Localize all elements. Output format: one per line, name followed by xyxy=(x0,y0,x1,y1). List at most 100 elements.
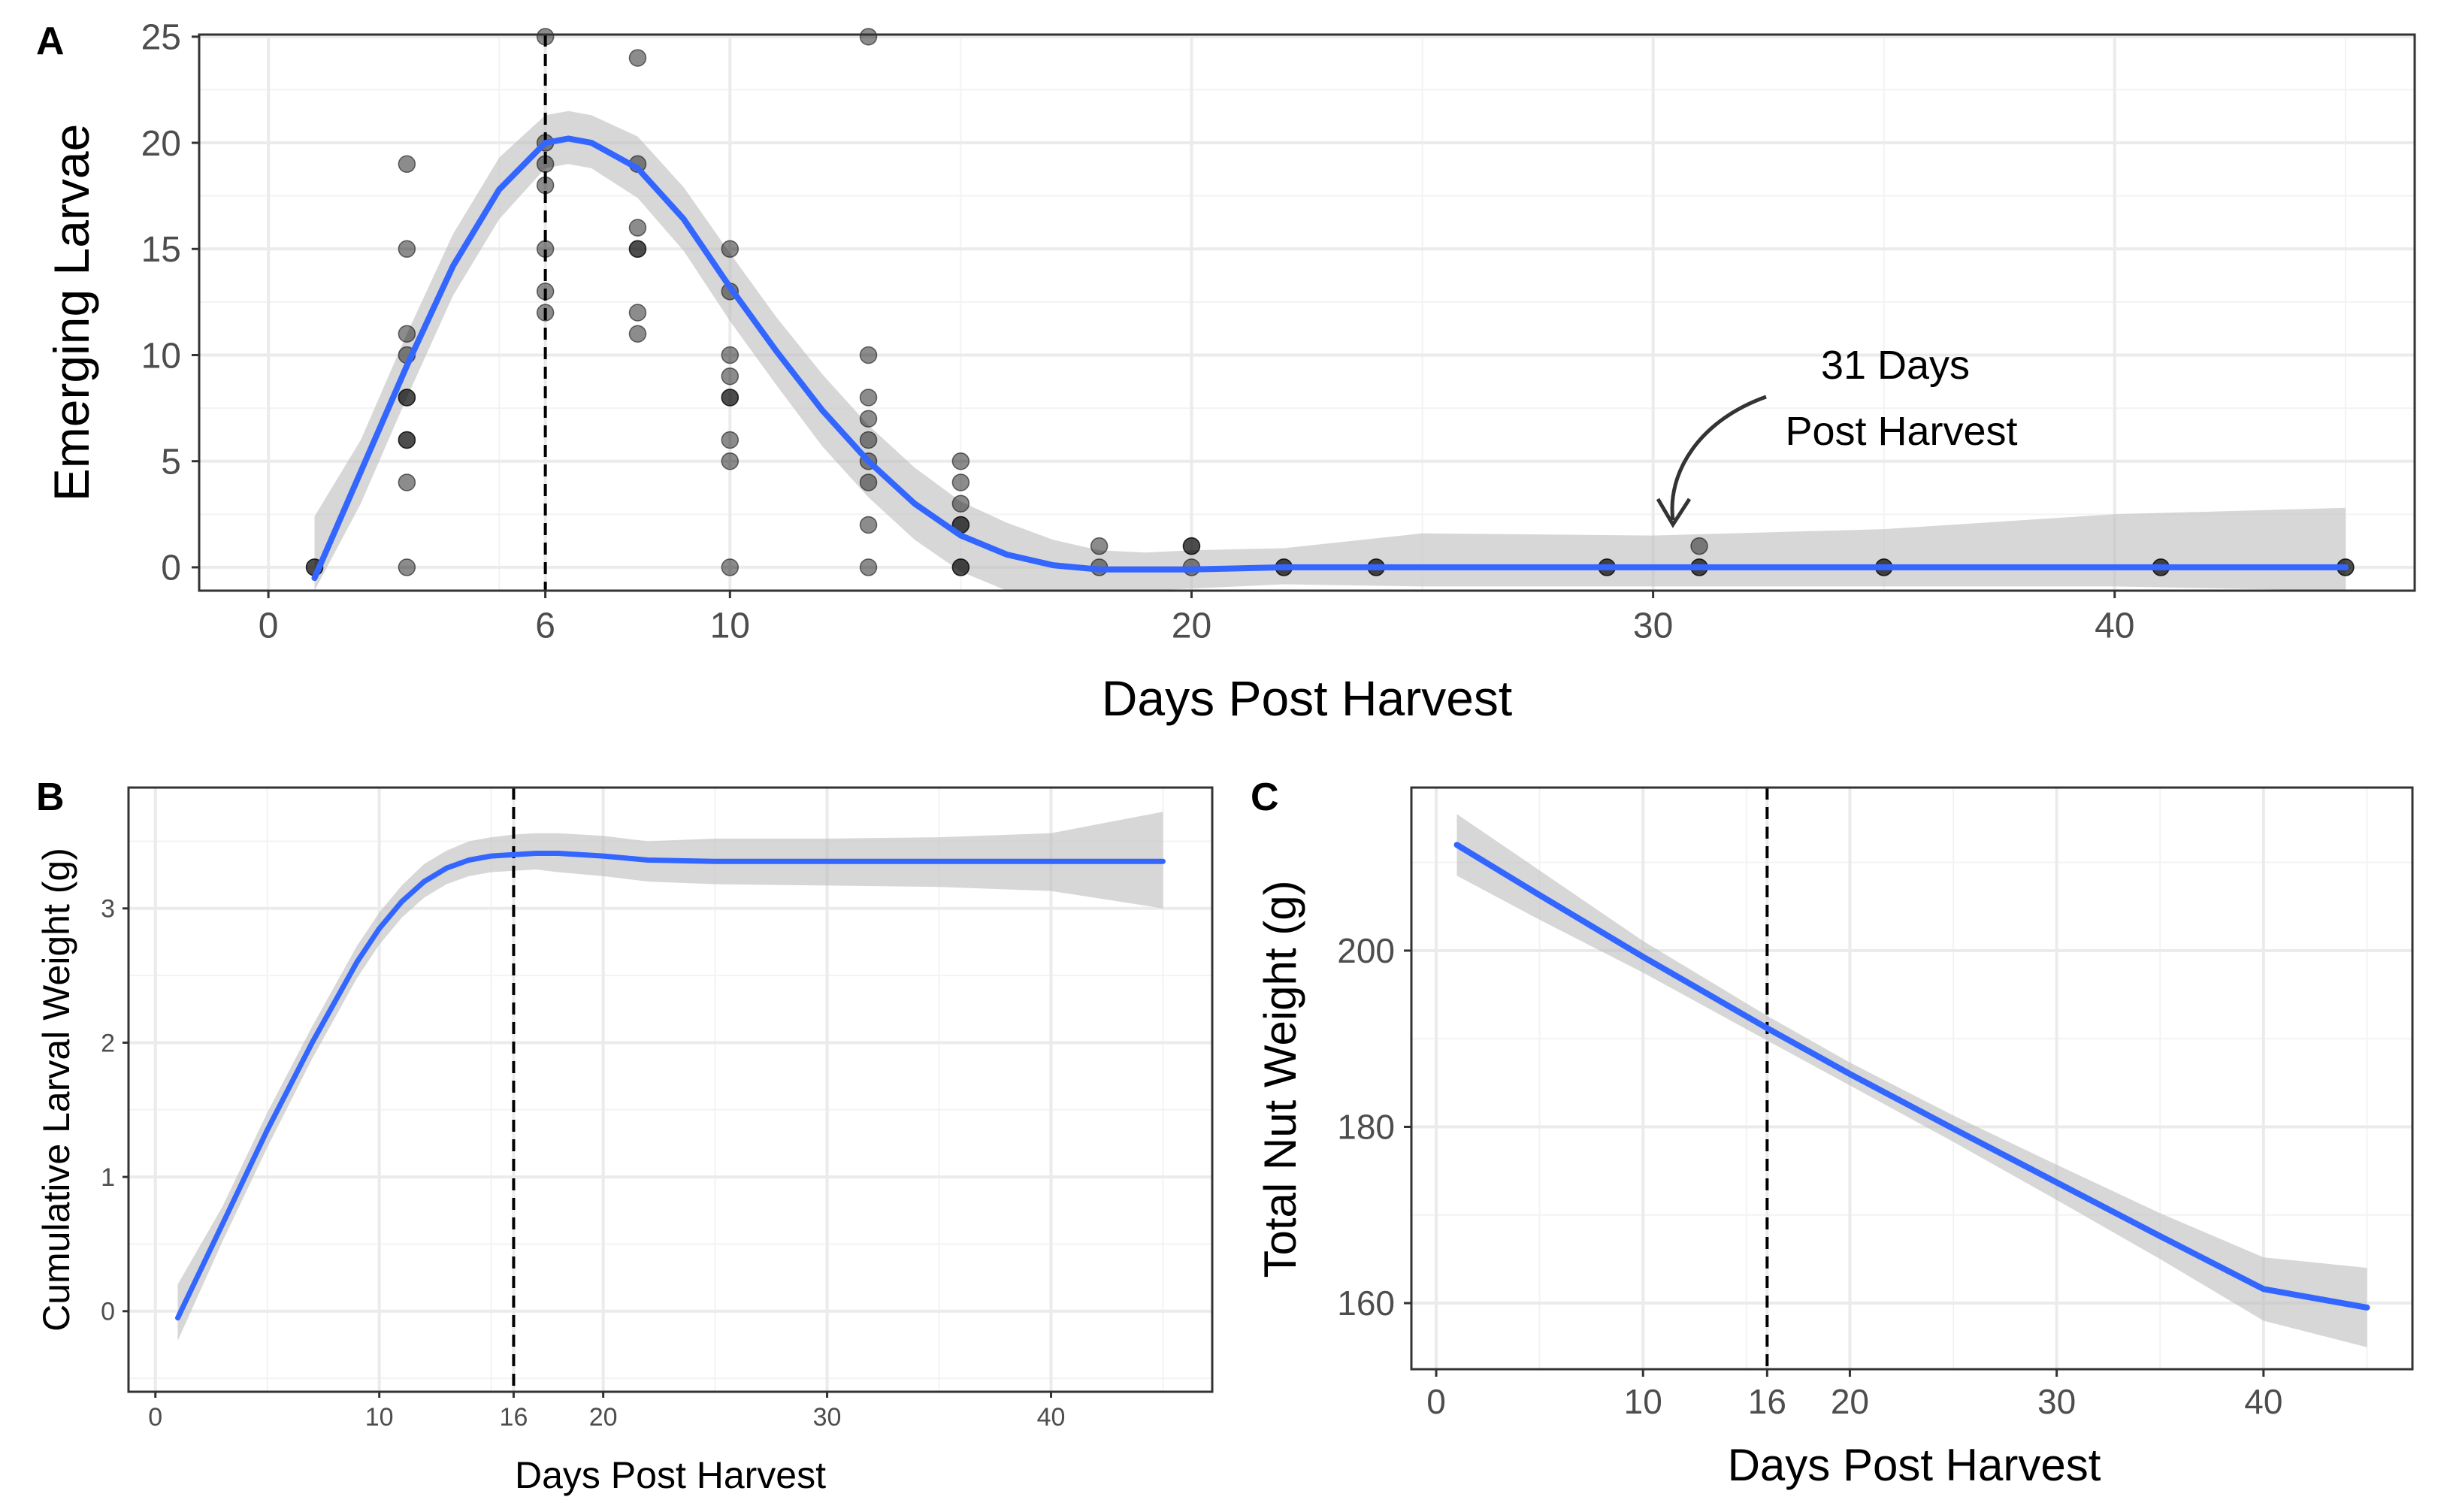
smooth-line xyxy=(175,851,1166,1321)
data-point xyxy=(536,283,555,301)
data-point xyxy=(1090,537,1109,555)
data-point xyxy=(721,431,740,449)
smooth-line xyxy=(1453,842,2370,1311)
panel-c-ribbon-group xyxy=(1456,814,2367,1347)
data-point xyxy=(951,558,970,576)
x-tick-label: 0 xyxy=(1426,1382,1446,1421)
y-tick-label: 2 xyxy=(101,1029,115,1057)
annotation-line-1: 31 Days xyxy=(1821,343,1970,388)
panel-a-y-axis-title: Emerging Larvae xyxy=(44,124,99,502)
x-tick-label: 16 xyxy=(500,1403,528,1432)
confidence-ribbon xyxy=(177,812,1163,1341)
panel-b-ribbon-group xyxy=(177,812,1163,1341)
y-tick-label: 20 xyxy=(141,124,181,164)
data-point xyxy=(859,473,878,491)
panel-b-x-axis-title: Days Post Harvest xyxy=(515,1454,826,1496)
data-point xyxy=(398,240,416,259)
panel-a-y-ticks: 0 5 10 15 20 25 xyxy=(141,18,199,588)
annotation-arrow xyxy=(1670,395,1767,521)
x-tick-label: 10 xyxy=(365,1403,394,1432)
smooth-line xyxy=(311,135,2349,582)
y-tick-label: 0 xyxy=(161,549,181,588)
data-point xyxy=(628,304,647,322)
annotation-line-2: Post Harvest xyxy=(1785,409,2017,454)
panel-c: C 0 10 16 20 30 40 160 180 200 Days Post Harves… xyxy=(1251,776,2414,1490)
data-point xyxy=(859,431,878,449)
data-point xyxy=(398,558,416,576)
x-tick-label: 30 xyxy=(813,1403,842,1432)
y-tick-label: 10 xyxy=(141,336,181,376)
annotation-arrow-head xyxy=(1656,497,1692,528)
panel-a-letter: A xyxy=(36,20,65,63)
x-tick-label: 0 xyxy=(259,606,279,646)
panel-c-x-axis-title: Days Post Harvest xyxy=(1728,1440,2101,1490)
y-tick-label: 0 xyxy=(101,1298,115,1326)
panel-b-line-group xyxy=(175,851,1166,1321)
panel-b-border xyxy=(127,786,1214,1393)
data-point xyxy=(951,452,970,470)
panel-c-x-ticks: 0 10 16 20 30 40 xyxy=(1426,1369,2282,1421)
data-point xyxy=(628,219,647,237)
panel-c-letter: C xyxy=(1251,776,1279,819)
panel-b-x-ticks: 0 10 16 20 30 40 xyxy=(148,1392,1065,1432)
panel-a-x-axis-title: Days Post Harvest xyxy=(1102,670,1513,726)
data-point xyxy=(398,473,416,491)
data-point xyxy=(859,410,878,428)
data-point xyxy=(721,452,740,470)
data-point xyxy=(859,28,878,46)
data-point xyxy=(628,240,647,259)
data-point xyxy=(628,49,647,67)
data-point xyxy=(721,389,740,407)
x-tick-label: 30 xyxy=(1633,606,1673,646)
y-tick-label: 15 xyxy=(141,230,181,270)
data-point xyxy=(721,558,740,576)
data-point xyxy=(721,240,740,259)
data-point xyxy=(1690,537,1708,555)
y-tick-label: 3 xyxy=(101,895,115,924)
y-tick-label: 1 xyxy=(101,1163,115,1192)
data-point xyxy=(859,516,878,534)
y-tick-label: 200 xyxy=(1337,931,1395,970)
x-tick-label: 20 xyxy=(1831,1382,1869,1421)
panel-b-grid xyxy=(129,788,1212,1392)
data-point xyxy=(536,176,555,195)
x-tick-label: 0 xyxy=(148,1403,162,1432)
x-tick-label: 10 xyxy=(1624,1382,1662,1421)
panel-b-letter: B xyxy=(36,776,65,819)
x-tick-label: 6 xyxy=(535,606,555,646)
data-point xyxy=(536,28,555,46)
y-tick-label: 180 xyxy=(1337,1108,1395,1147)
x-tick-label: 40 xyxy=(2095,606,2134,646)
confidence-ribbon xyxy=(1456,814,2367,1347)
data-point xyxy=(721,367,740,386)
data-point xyxy=(951,473,970,491)
data-point xyxy=(859,389,878,407)
x-tick-label: 30 xyxy=(2037,1382,2076,1421)
panel-b-y-ticks: 0 1 2 3 xyxy=(101,895,129,1326)
x-tick-label: 10 xyxy=(710,606,750,646)
x-tick-label: 16 xyxy=(1748,1382,1786,1421)
y-tick-label: 160 xyxy=(1337,1284,1395,1323)
confidence-ribbon xyxy=(314,110,2346,591)
panel-a-x-ticks: 0 6 10 20 30 40 xyxy=(259,591,2134,646)
panel-a-border xyxy=(198,33,2416,592)
x-tick-label: 40 xyxy=(2244,1382,2282,1421)
data-point xyxy=(398,325,416,343)
data-point xyxy=(398,389,416,407)
panel-a-line-group xyxy=(311,135,2349,582)
data-point xyxy=(628,325,647,343)
y-tick-label: 5 xyxy=(161,443,181,482)
data-point xyxy=(398,431,416,449)
data-point xyxy=(398,155,416,174)
panel-b-y-axis-title: Cumulative Larval Weight (g) xyxy=(35,848,77,1332)
panel-a-ribbon-group xyxy=(314,110,2346,591)
panel-a-annotation: 31 Days Post Harvest xyxy=(1656,343,2018,528)
data-point xyxy=(859,558,878,576)
x-tick-label: 20 xyxy=(589,1403,618,1432)
x-tick-label: 40 xyxy=(1037,1403,1066,1432)
panel-c-y-axis-title: Total Nut Weight (g) xyxy=(1255,880,1305,1278)
data-point xyxy=(951,494,970,513)
data-point xyxy=(721,346,740,364)
panel-c-border xyxy=(1410,786,2414,1371)
